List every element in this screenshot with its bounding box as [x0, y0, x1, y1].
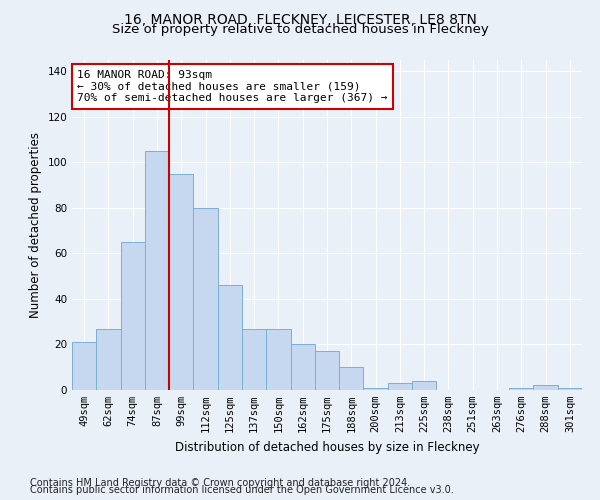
- Bar: [266, 328, 290, 390]
- Bar: [193, 208, 218, 390]
- Bar: [169, 174, 193, 390]
- Bar: [218, 286, 242, 390]
- Bar: [315, 352, 339, 390]
- Text: Contains public sector information licensed under the Open Government Licence v3: Contains public sector information licen…: [30, 485, 454, 495]
- Bar: [364, 388, 388, 390]
- Y-axis label: Number of detached properties: Number of detached properties: [29, 132, 42, 318]
- Bar: [558, 388, 582, 390]
- Bar: [412, 381, 436, 390]
- Text: Size of property relative to detached houses in Fleckney: Size of property relative to detached ho…: [112, 22, 488, 36]
- Bar: [509, 388, 533, 390]
- Bar: [290, 344, 315, 390]
- Bar: [96, 328, 121, 390]
- Text: 16, MANOR ROAD, FLECKNEY, LEICESTER, LE8 8TN: 16, MANOR ROAD, FLECKNEY, LEICESTER, LE8…: [124, 12, 476, 26]
- Text: 16 MANOR ROAD: 93sqm
← 30% of detached houses are smaller (159)
70% of semi-deta: 16 MANOR ROAD: 93sqm ← 30% of detached h…: [77, 70, 388, 103]
- Bar: [533, 386, 558, 390]
- Bar: [339, 367, 364, 390]
- Bar: [121, 242, 145, 390]
- Bar: [145, 151, 169, 390]
- Bar: [242, 328, 266, 390]
- Bar: [388, 383, 412, 390]
- Bar: [72, 342, 96, 390]
- X-axis label: Distribution of detached houses by size in Fleckney: Distribution of detached houses by size …: [175, 440, 479, 454]
- Text: Contains HM Land Registry data © Crown copyright and database right 2024.: Contains HM Land Registry data © Crown c…: [30, 478, 410, 488]
